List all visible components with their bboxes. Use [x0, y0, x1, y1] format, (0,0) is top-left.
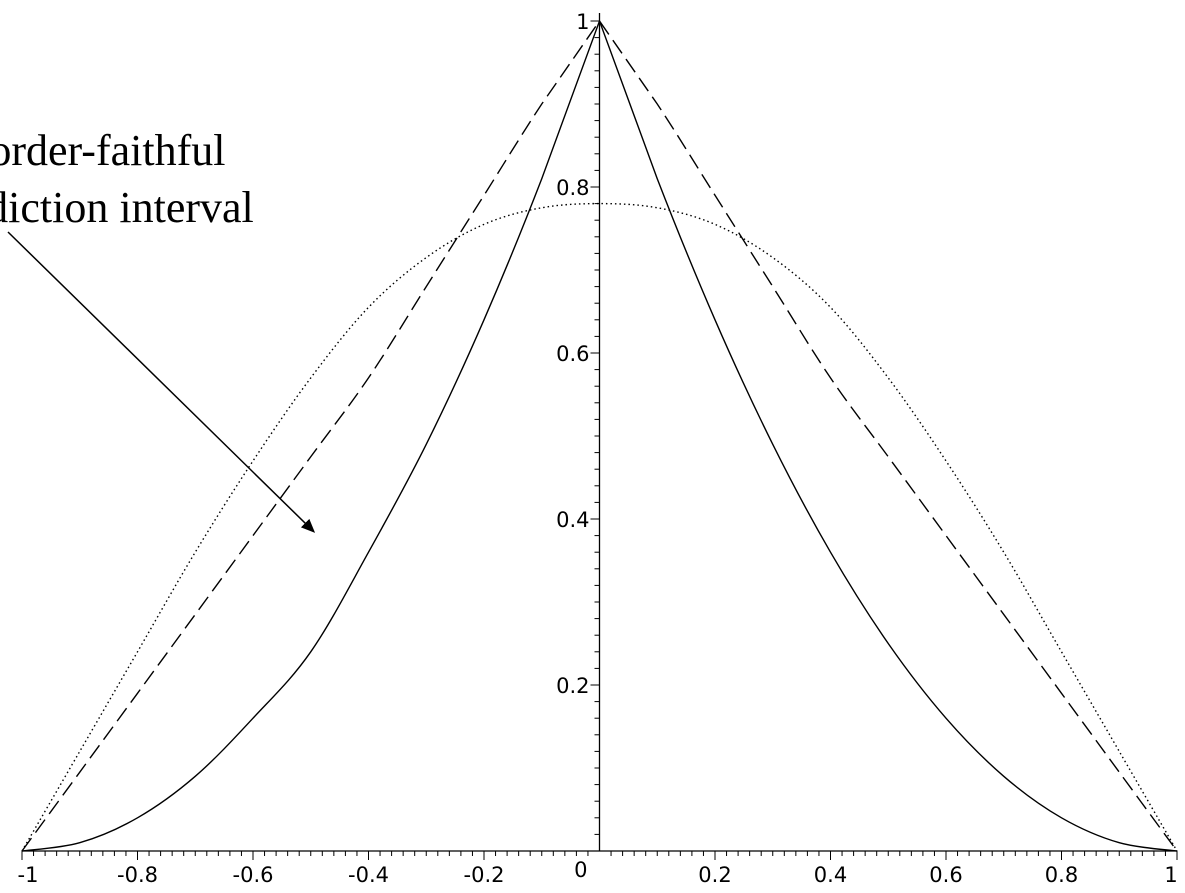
- x-tick-label: -0.2: [464, 863, 505, 887]
- dashed-series-line: [21, 19, 1178, 852]
- y-tick-label: 0.8: [556, 176, 589, 200]
- ticks: [21, 20, 1178, 860]
- annotation: Border-faithful prediction interval: [0, 126, 316, 533]
- x-tick-label: 0.4: [814, 863, 847, 887]
- y-tick-label: 0.2: [556, 674, 589, 698]
- tick-labels: -1 -0.8 -0.6 -0.4 -0.2 0.2 0.4 0.6 0.8 1 0.2 0.4 0.6…: [18, 10, 1178, 887]
- x-tick-label: -1: [18, 863, 39, 887]
- x-tick-label: 0.8: [1045, 863, 1078, 887]
- x-tick-label: -0.6: [233, 863, 274, 887]
- x-tick-label: -0.8: [117, 863, 158, 887]
- annotation-arrow: [7, 231, 316, 533]
- annotation-line-2: prediction interval: [0, 183, 254, 232]
- x-tick-label: 1: [1164, 863, 1177, 887]
- axes: [22, 13, 1177, 852]
- x-tick-label: -0.4: [348, 863, 389, 887]
- origin-label: 0: [574, 858, 587, 882]
- annotation-line-1: Border-faithful: [0, 126, 225, 175]
- y-tick-label: 0.6: [556, 342, 589, 366]
- x-tick-label: 0.2: [698, 863, 731, 887]
- y-tick-label: 1: [576, 10, 589, 34]
- y-tick-label: 0.4: [556, 508, 589, 532]
- x-tick-label: 0.6: [929, 863, 962, 887]
